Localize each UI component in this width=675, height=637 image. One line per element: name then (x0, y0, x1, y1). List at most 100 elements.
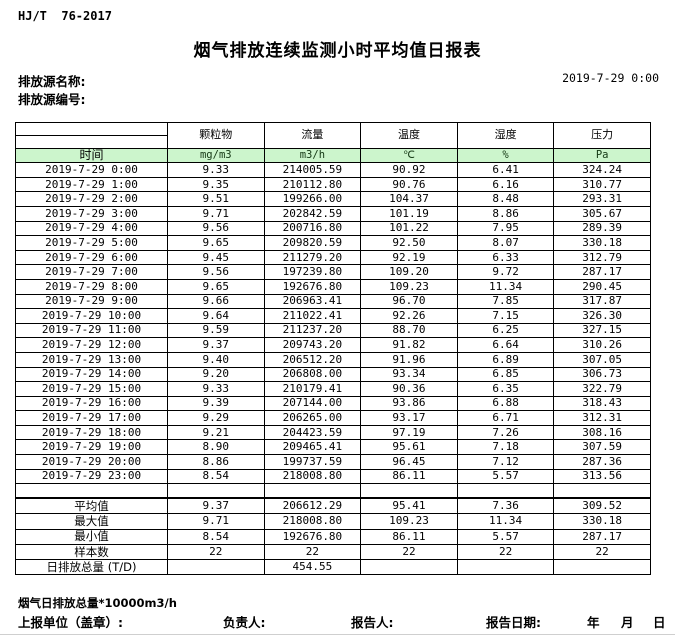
summary-label: 样本数 (15, 543, 168, 561)
value-cell: 9.56 (167, 220, 265, 237)
value-cell: 218008.80 (263, 468, 362, 485)
table-row: 2019-7-29 16:00 9.39 207144.00 93.86 6.8… (15, 395, 651, 412)
value-cell: 86.11 (360, 468, 458, 485)
value-cell: 8.07 (456, 235, 555, 251)
table-row: 2019-7-29 18:00 9.21 204423.59 97.19 7.2… (15, 424, 651, 441)
value-cell: 8.90 (167, 439, 265, 456)
value-cell: 6.25 (456, 322, 555, 339)
value-cell: 211022.41 (263, 308, 362, 324)
value-cell: 6.64 (456, 337, 555, 353)
value-cell: 5.57 (456, 528, 555, 545)
source-name-label: 排放源名称: (18, 74, 86, 89)
value-cell: 90.76 (360, 176, 458, 193)
summary-body: 平均值 9.37 206612.29 95.41 7.36 309.52 最大值… (15, 497, 651, 576)
value-cell: 218008.80 (263, 513, 362, 530)
table-row: 2019-7-29 2:00 9.51 199266.00 104.37 8.4… (15, 191, 651, 207)
summary-row: 最大值 9.71 218008.80 109.23 11.34 330.18 (15, 513, 651, 530)
value-cell: 287.36 (553, 454, 651, 470)
summary-row: 样本数 22 22 22 22 22 (15, 543, 651, 561)
report-unit-label: 上报单位（盖章）: (18, 615, 123, 630)
value-cell: 9.71 (167, 205, 265, 222)
report-table: 颗粒物 流量 温度 湿度 压力 时间 mg/m3 m3/h ℃ % Pa 201… (15, 122, 651, 576)
value-cell: 310.77 (553, 176, 651, 193)
total-emission-note: 烟气日排放总量*10000m3/h (18, 596, 177, 610)
value-cell: 93.17 (360, 410, 458, 426)
source-code-label: 排放源编号: (18, 92, 86, 107)
time-cell: 2019-7-29 5:00 (15, 235, 168, 251)
value-cell: 86.11 (360, 528, 458, 545)
year-label: 年 (587, 615, 600, 630)
value-cell: 454.55 (263, 558, 362, 576)
reporter-label: 报告人: (351, 615, 394, 630)
time-cell: 2019-7-29 6:00 (15, 249, 168, 266)
corner-cell-top (15, 122, 168, 136)
value-cell: 6.41 (456, 162, 555, 178)
value-cell: 7.18 (456, 439, 555, 456)
value-cell: 97.19 (360, 424, 458, 441)
value-cell: 317.87 (553, 293, 651, 310)
value-cell: 88.70 (360, 322, 458, 339)
time-cell: 2019-7-29 4:00 (15, 220, 168, 237)
column-header-flow: 流量 (263, 122, 362, 149)
value-cell: 6.33 (456, 249, 555, 266)
value-cell: 330.18 (553, 235, 651, 251)
column-header-humidity: 湿度 (456, 122, 555, 149)
value-cell: 209820.59 (263, 235, 362, 251)
corner-cell-bottom (15, 135, 168, 149)
value-cell: 6.35 (456, 381, 555, 397)
summary-label: 日排放总量 (T/D) (15, 558, 168, 576)
time-cell: 2019-7-29 10:00 (15, 308, 168, 324)
manager-label: 负责人: (223, 615, 266, 630)
value-cell: 22 (456, 543, 555, 561)
table-row: 2019-7-29 8:00 9.65 192676.80 109.23 11.… (15, 278, 651, 295)
page-bottom-divider (0, 634, 675, 635)
summary-row: 最小值 8.54 192676.80 86.11 5.57 287.17 (15, 528, 651, 545)
summary-row: 平均值 9.37 206612.29 95.41 7.36 309.52 (15, 497, 651, 515)
value-cell: 309.52 (553, 497, 651, 515)
report-datetime: 2019-7-29 0:00 (562, 71, 659, 85)
value-cell: 96.70 (360, 293, 458, 310)
column-header-pressure: 压力 (553, 122, 651, 149)
value-cell: 5.57 (456, 468, 555, 485)
value-cell: 8.86 (456, 205, 555, 222)
value-cell: 93.86 (360, 395, 458, 412)
summary-label: 平均值 (15, 497, 168, 515)
day-label: 日 (653, 615, 666, 630)
value-cell: 9.65 (167, 235, 265, 251)
time-cell: 2019-7-29 13:00 (15, 351, 168, 368)
value-cell: 101.22 (360, 220, 458, 237)
value-cell: 293.31 (553, 191, 651, 207)
table-row: 2019-7-29 4:00 9.56 200716.80 101.22 7.9… (15, 220, 651, 237)
value-cell: 211237.20 (263, 322, 362, 339)
month-label: 月 (621, 615, 634, 630)
value-cell: 92.19 (360, 249, 458, 266)
value-cell: 199737.59 (263, 454, 362, 470)
value-cell: 305.67 (553, 205, 651, 222)
time-column-header: 时间 (15, 147, 168, 164)
table-row: 2019-7-29 19:00 8.90 209465.41 95.61 7.1… (15, 439, 651, 456)
value-cell: 7.26 (456, 424, 555, 441)
time-cell: 2019-7-29 9:00 (15, 293, 168, 310)
unit-particulate: mg/m3 (167, 147, 265, 164)
value-cell: 9.37 (167, 337, 265, 353)
value-cell: 192676.80 (263, 528, 362, 545)
value-cell: 287.17 (553, 528, 651, 545)
value-cell: 9.33 (167, 381, 265, 397)
value-cell: 7.15 (456, 308, 555, 324)
value-cell: 206808.00 (263, 366, 362, 383)
time-cell: 2019-7-29 23:00 (15, 468, 168, 485)
value-cell: 9.40 (167, 351, 265, 368)
value-cell (456, 558, 555, 576)
value-cell: 9.29 (167, 410, 265, 426)
value-cell: 9.56 (167, 264, 265, 280)
time-cell: 2019-7-29 7:00 (15, 264, 168, 280)
value-cell: 22 (553, 543, 651, 561)
report-date-label: 报告日期: (486, 615, 541, 630)
value-cell: 9.71 (167, 513, 265, 530)
header-row-top: 颗粒物 流量 温度 湿度 压力 (15, 122, 651, 149)
value-cell: 307.59 (553, 439, 651, 456)
time-cell: 2019-7-29 14:00 (15, 366, 168, 383)
value-cell: 22 (167, 543, 265, 561)
table-row: 2019-7-29 14:00 9.20 206808.00 93.34 6.8… (15, 366, 651, 383)
column-header-particulate: 颗粒物 (167, 122, 265, 149)
